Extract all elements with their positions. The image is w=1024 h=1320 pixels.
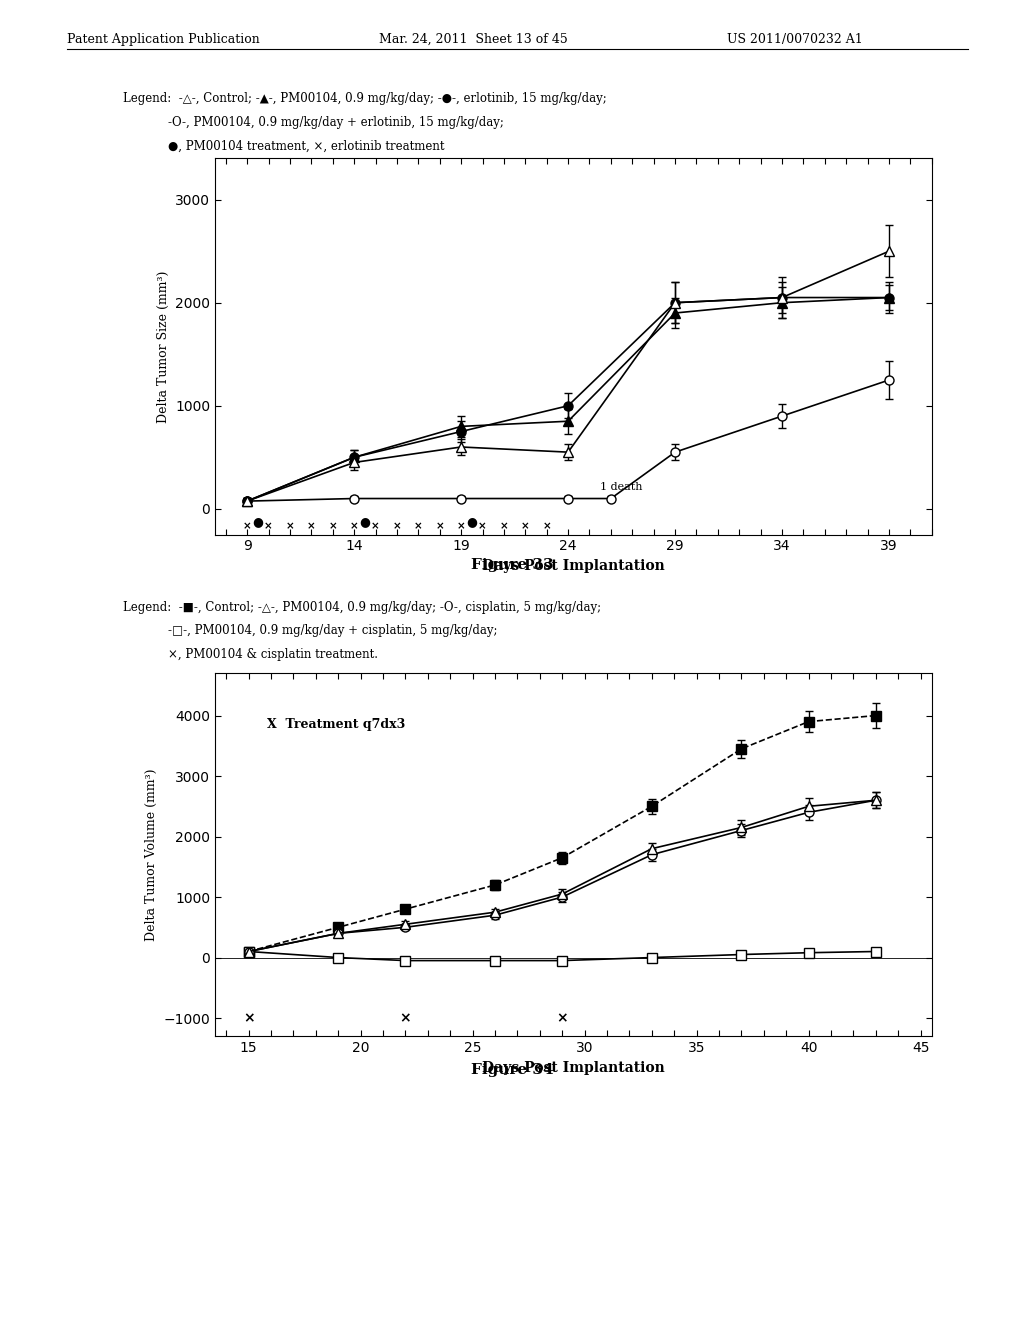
Text: US 2011/0070232 A1: US 2011/0070232 A1 [727,33,863,46]
Y-axis label: Delta Tumor Size (mm³): Delta Tumor Size (mm³) [157,271,170,422]
Text: ×: × [399,1011,412,1026]
Text: ×: × [457,521,466,531]
Text: Legend:  -△-, Control; -▲-, PM00104, 0.9 mg/kg/day; -●-, erlotinib, 15 mg/kg/day: Legend: -△-, Control; -▲-, PM00104, 0.9 … [123,92,606,106]
Text: ×: × [521,521,529,531]
Text: ×: × [286,521,294,531]
Text: ×: × [414,521,423,531]
Text: X  Treatment q7dx3: X Treatment q7dx3 [266,718,404,731]
Text: Legend:  -■-, Control; -△-, PM00104, 0.9 mg/kg/day; -O-, cisplatin, 5 mg/kg/day;: Legend: -■-, Control; -△-, PM00104, 0.9 … [123,601,601,614]
Text: Figure 33: Figure 33 [471,558,553,573]
Text: ●: ● [252,515,263,528]
Text: ×: × [500,521,508,531]
Text: ×: × [350,521,358,531]
Text: ×: × [478,521,486,531]
Text: ×: × [243,1011,254,1026]
Text: ●, PM00104 treatment, ×, erlotinib treatment: ●, PM00104 treatment, ×, erlotinib treat… [123,140,444,153]
Text: ●: ● [466,515,477,528]
Text: ×: × [543,521,551,531]
Text: ×, PM00104 & cisplatin treatment.: ×, PM00104 & cisplatin treatment. [123,648,378,661]
Text: ×: × [435,521,444,531]
Text: -□-, PM00104, 0.9 mg/kg/day + cisplatin, 5 mg/kg/day;: -□-, PM00104, 0.9 mg/kg/day + cisplatin,… [123,624,498,638]
Text: ×: × [307,521,315,531]
Text: ×: × [264,521,273,531]
Text: Figure 34: Figure 34 [471,1063,553,1077]
Y-axis label: Delta Tumor Volume (mm³): Delta Tumor Volume (mm³) [144,768,158,941]
Text: Mar. 24, 2011  Sheet 13 of 45: Mar. 24, 2011 Sheet 13 of 45 [379,33,567,46]
Text: Patent Application Publication: Patent Application Publication [67,33,259,46]
Text: -O-, PM00104, 0.9 mg/kg/day + erlotinib, 15 mg/kg/day;: -O-, PM00104, 0.9 mg/kg/day + erlotinib,… [123,116,504,129]
Text: ×: × [329,521,337,531]
X-axis label: Days Post Implantation: Days Post Implantation [482,558,665,573]
X-axis label: Days Post Implantation: Days Post Implantation [482,1060,665,1074]
Text: ×: × [556,1011,568,1026]
Text: ×: × [371,521,380,531]
Text: ●: ● [359,515,371,528]
Text: 1 death: 1 death [600,482,643,492]
Text: ×: × [392,521,401,531]
Text: ×: × [243,521,252,531]
